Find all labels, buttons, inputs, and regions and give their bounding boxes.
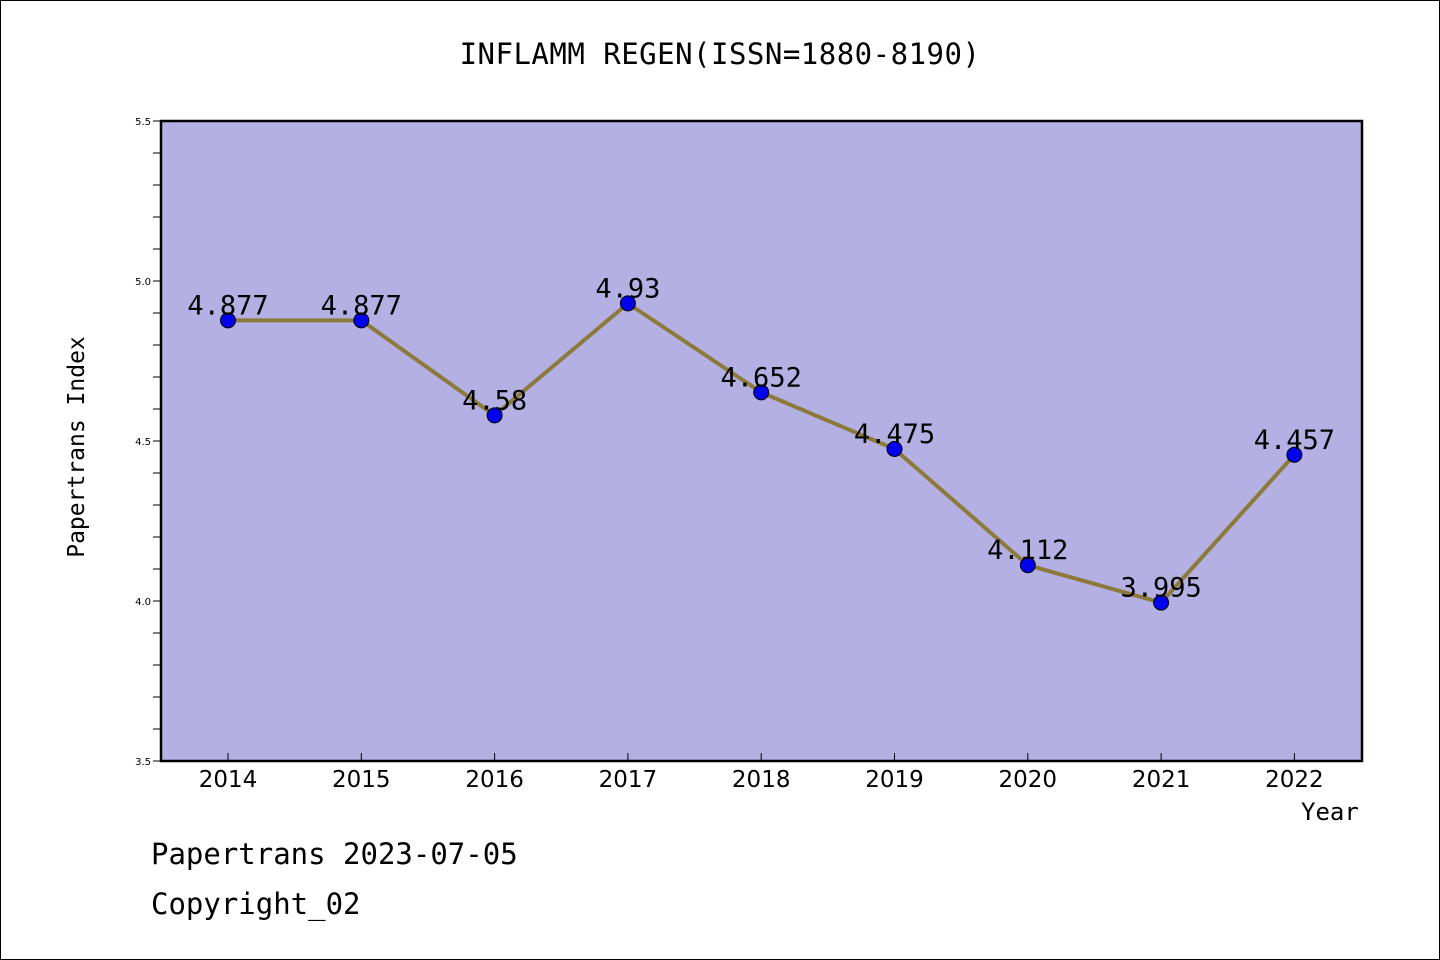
x-axis-label: Year bbox=[1301, 798, 1359, 826]
chart-title: INFLAMM REGEN(ISSN=1880-8190) bbox=[459, 37, 981, 71]
y-tick-label: 3.5 bbox=[135, 757, 151, 768]
plot-area bbox=[159, 119, 1364, 763]
data-point bbox=[486, 407, 503, 424]
data-label: 4.112 bbox=[987, 535, 1068, 566]
x-tick-label: 2021 bbox=[1132, 767, 1191, 793]
data-point bbox=[353, 312, 370, 329]
footer-date: Papertrans 2023-07-05 bbox=[151, 837, 518, 871]
data-label: 4.877 bbox=[321, 290, 402, 321]
data-point bbox=[1153, 594, 1170, 611]
x-tick-label: 2020 bbox=[999, 767, 1058, 793]
y-tick-label: 4.0 bbox=[135, 597, 151, 608]
data-label: 4.652 bbox=[721, 362, 802, 393]
y-tick-label: 5.0 bbox=[135, 277, 151, 288]
x-tick-label: 2017 bbox=[599, 767, 658, 793]
x-tick-label: 2015 bbox=[332, 767, 391, 793]
x-tick-label: 2018 bbox=[732, 767, 791, 793]
data-point bbox=[619, 295, 636, 312]
data-point bbox=[886, 441, 903, 457]
data-point bbox=[1019, 557, 1036, 574]
x-tick-label: 2016 bbox=[465, 767, 524, 793]
data-point bbox=[220, 312, 236, 329]
x-tick-label: 2022 bbox=[1265, 767, 1324, 793]
y-tick-label: 4.5 bbox=[135, 437, 151, 448]
data-point bbox=[1286, 446, 1303, 463]
data-label: 3.995 bbox=[1120, 573, 1201, 604]
data-label: 4.93 bbox=[595, 273, 660, 304]
footer-copyright: Copyright_02 bbox=[151, 887, 361, 921]
data-label: 4.457 bbox=[1254, 425, 1335, 456]
y-tick-label: 5.5 bbox=[135, 117, 151, 128]
data-label: 4.475 bbox=[854, 419, 935, 450]
x-tick-label: 2019 bbox=[865, 767, 924, 793]
x-tick-label: 2014 bbox=[199, 767, 258, 793]
data-label: 4.877 bbox=[187, 290, 268, 321]
data-label: 4.58 bbox=[462, 385, 527, 416]
data-point bbox=[753, 384, 770, 401]
